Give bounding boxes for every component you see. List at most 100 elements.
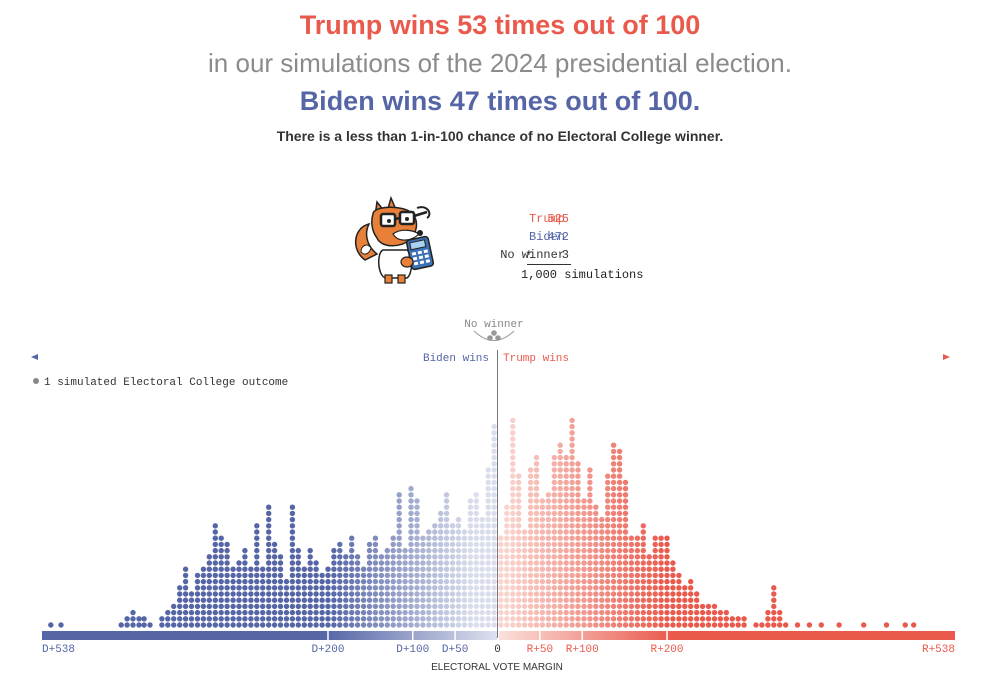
simulation-dot [449,523,456,529]
simulation-dot [646,603,652,610]
simulation-dot [360,591,367,597]
simulation-dot [408,591,414,597]
simulation-dot [545,566,552,572]
simulation-dot [467,566,474,572]
simulation-dot [473,609,479,616]
simulation-dot [485,541,491,548]
simulation-dot [610,547,617,554]
simulation-dot [569,572,575,579]
simulation-dot [254,566,260,572]
simulation-dot [402,560,408,566]
simulation-dot [171,622,177,628]
simulation-dot [575,591,581,597]
simulation-dot [491,504,497,510]
simulation-dot [527,516,534,523]
simulation-dot [599,523,605,529]
simulation-dot [557,603,563,610]
simulation-dot [271,541,278,548]
simulation-dot [396,541,402,548]
simulation-dot [510,510,516,517]
simulation-dot [124,616,130,622]
simulation-dot [449,554,456,560]
simulation-dot [516,479,522,486]
simulation-dot [396,609,402,616]
simulation-dot [426,535,432,541]
simulation-dot [443,603,450,610]
simulation-dot [516,510,522,517]
simulation-dot [271,616,278,622]
simulation-dot [599,597,605,603]
simulation-dot [634,547,641,554]
simulation-dot [420,535,426,541]
simulation-dot [337,591,343,597]
simulation-dot [438,535,444,541]
simulation-dot [230,622,236,628]
simulation-dot [605,591,611,597]
simulation-dot [551,516,557,523]
simulation-dot [242,603,248,610]
simulation-dot [271,578,278,585]
simulation-dot [271,591,278,597]
simulation-dot [516,547,522,554]
simulation-dot [384,578,390,585]
simulation-dot [539,541,546,548]
simulation-dot [652,609,658,616]
simulation-dot [664,622,670,628]
simulation-dot [533,622,540,628]
simulation-dot [510,436,516,442]
simulation-dot [194,609,201,616]
simulation-dot [670,560,676,566]
simulation-dot [266,603,272,610]
simulation-dot [390,578,396,585]
simulation-dot [491,430,497,436]
simulation-dot [545,578,552,585]
simulation-dot [569,616,575,622]
simulation-dot [432,560,438,566]
simulation-dot [694,609,700,616]
simulation-dot [224,547,230,554]
simulation-dot [539,585,546,591]
simulation-dot [658,572,664,579]
simulation-dot [599,547,605,554]
simulation-dot [498,535,504,541]
simulation-dot [533,523,540,529]
simulation-dot [461,609,468,616]
simulation-dot [414,535,420,541]
simulation-dot [498,597,504,603]
simulation-dot [224,572,230,579]
simulation-dot [165,616,171,622]
simulation-dot [343,572,349,579]
simulation-dot [331,597,337,603]
simulation-dot [485,516,491,523]
simulation-dot [331,585,337,591]
simulation-dot [504,541,510,548]
simulation-dot [533,485,540,492]
simulation-dot [289,516,296,523]
simulation-dot [390,572,396,579]
simulation-dot [765,622,771,628]
simulation-dot [473,591,479,597]
simulation-dot [539,510,546,517]
simulation-dot [575,541,581,548]
left-arrowhead-icon [31,354,38,360]
simulation-dot [449,578,456,585]
simulation-dot [658,560,664,566]
simulation-dot [569,622,575,628]
simulation-dot [498,578,504,585]
tally-biden-label: Biden [528,230,565,244]
headline-trump: Trump wins 53 times out of 100 [299,10,701,40]
simulation-dot [510,597,516,603]
simulation-dot [545,560,552,566]
simulation-dot [652,535,658,541]
simulation-dot [360,609,367,616]
simulation-dot [206,566,212,572]
simulation-dot [664,609,670,616]
simulation-dot [58,622,64,628]
simulation-dot [557,529,563,535]
simulation-dot [652,585,658,591]
simulation-dot [426,616,432,622]
simulation-dot [646,591,652,597]
simulation-dot [449,535,456,541]
simulation-dot [212,547,218,554]
simulation-dot [569,535,575,541]
